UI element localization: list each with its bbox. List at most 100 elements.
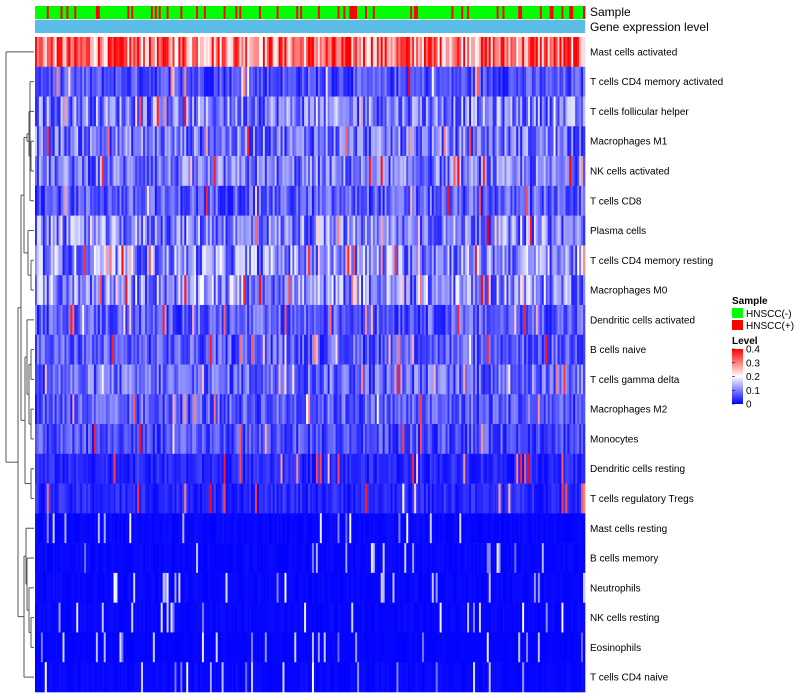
sample-annotation-cell	[113, 6, 116, 19]
heatmap-cell	[145, 453, 148, 484]
heatmap-cell	[90, 275, 93, 306]
heatmap-cell	[302, 37, 305, 68]
heatmap-cell	[581, 453, 584, 484]
heatmap-cell	[363, 185, 366, 216]
heatmap-cell	[107, 66, 110, 97]
heatmap-cell	[143, 156, 146, 187]
heatmap-cell	[141, 96, 144, 127]
heatmap-cell	[380, 215, 383, 246]
heatmap-cell	[146, 245, 150, 276]
heatmap-cell	[555, 156, 558, 187]
heatmap-cell	[40, 215, 44, 246]
heatmap-cell	[78, 66, 81, 97]
heatmap-cell	[223, 483, 226, 514]
heatmap-cell	[467, 215, 470, 246]
heatmap-cell	[480, 394, 484, 425]
heatmap-cell	[203, 304, 207, 336]
heatmap-cell	[66, 156, 69, 187]
sample-annotation-cell	[431, 6, 435, 19]
sample-annotation-cell	[300, 6, 303, 19]
heatmap-cell	[325, 215, 328, 246]
heatmap-cell	[119, 156, 122, 187]
heatmap-cell	[343, 483, 346, 514]
heatmap-cell	[150, 394, 154, 425]
heatmap-cell	[298, 334, 301, 365]
heatmap-cell	[152, 483, 156, 514]
heatmap-cell	[74, 126, 77, 157]
sample-annotation-cell	[42, 6, 46, 19]
sample-annotation-cell	[565, 6, 568, 19]
heatmap-cell	[115, 275, 118, 306]
heatmap-cell	[249, 185, 252, 216]
heatmap-cell	[361, 126, 364, 157]
heatmap-cell	[508, 334, 511, 365]
heatmap-cell	[366, 483, 370, 514]
heatmap-cell	[282, 185, 285, 216]
sample-annotation-cell	[170, 6, 173, 19]
heatmap-cell	[561, 304, 564, 336]
heatmap-cell	[315, 37, 319, 68]
heatmap-cell	[109, 424, 112, 455]
heatmap-cell	[445, 453, 448, 484]
heatmap-cell	[506, 245, 509, 276]
heatmap-cell	[221, 215, 224, 246]
heatmap-cell	[404, 185, 407, 216]
heatmap-cell	[313, 275, 317, 306]
heatmap-cell	[516, 215, 519, 246]
heatmap-cell	[86, 453, 89, 484]
heatmap-cell	[298, 215, 301, 246]
heatmap-cell	[321, 37, 325, 68]
heatmap-cell	[174, 245, 177, 276]
heatmap-cell	[145, 96, 148, 127]
heatmap-cell	[359, 126, 362, 157]
heatmap-cell	[427, 126, 431, 157]
heatmap-cell	[258, 424, 262, 455]
heatmap-cell	[239, 483, 242, 514]
heatmap-cell	[258, 394, 262, 425]
heatmap-cell	[488, 37, 492, 68]
heatmap-cell	[274, 394, 277, 425]
heatmap-cell	[76, 215, 79, 246]
heatmap-cell	[72, 126, 75, 157]
heatmap-cell	[410, 66, 413, 97]
heatmap-cell	[247, 394, 250, 425]
heatmap-cell	[459, 96, 462, 127]
heatmap-cell	[512, 394, 515, 425]
sample-annotation-cell	[296, 6, 299, 19]
heatmap-cell	[300, 126, 303, 157]
heatmap-cell	[137, 126, 140, 157]
heatmap-cell	[243, 424, 246, 455]
heatmap-cell	[333, 275, 336, 306]
heatmap-cell	[258, 245, 262, 276]
heatmap-cell	[198, 96, 201, 127]
heatmap-cell	[308, 453, 311, 484]
heatmap-cell	[306, 66, 309, 97]
sample-annotation-cell	[103, 6, 107, 19]
heatmap-cell	[469, 96, 472, 127]
heatmap-cell	[522, 304, 525, 336]
heatmap-cell	[164, 275, 167, 306]
heatmap-cell	[500, 394, 503, 425]
heatmap-cell	[581, 304, 584, 336]
heatmap-cell	[351, 364, 354, 395]
heatmap-cell	[145, 364, 148, 395]
heatmap-cell	[370, 424, 374, 455]
heatmap-cell	[264, 126, 268, 157]
heatmap-cell	[109, 275, 112, 306]
heatmap-cell	[146, 215, 150, 246]
heatmap-cell	[97, 126, 101, 157]
heatmap-cell	[494, 394, 497, 425]
heatmap-cell	[351, 245, 354, 276]
heatmap-cell	[476, 156, 480, 187]
heatmap-cell	[276, 96, 279, 127]
heatmap-cell	[123, 483, 126, 514]
heatmap-cell	[93, 334, 97, 365]
heatmap-cell	[284, 483, 287, 514]
heatmap-cell	[135, 215, 138, 246]
heatmap-cell	[404, 66, 407, 97]
heatmap-cell	[573, 66, 576, 97]
heatmap-cell	[148, 66, 152, 97]
heatmap-cell	[581, 96, 584, 127]
heatmap-cell	[184, 156, 187, 187]
heatmap-cell	[133, 185, 136, 216]
